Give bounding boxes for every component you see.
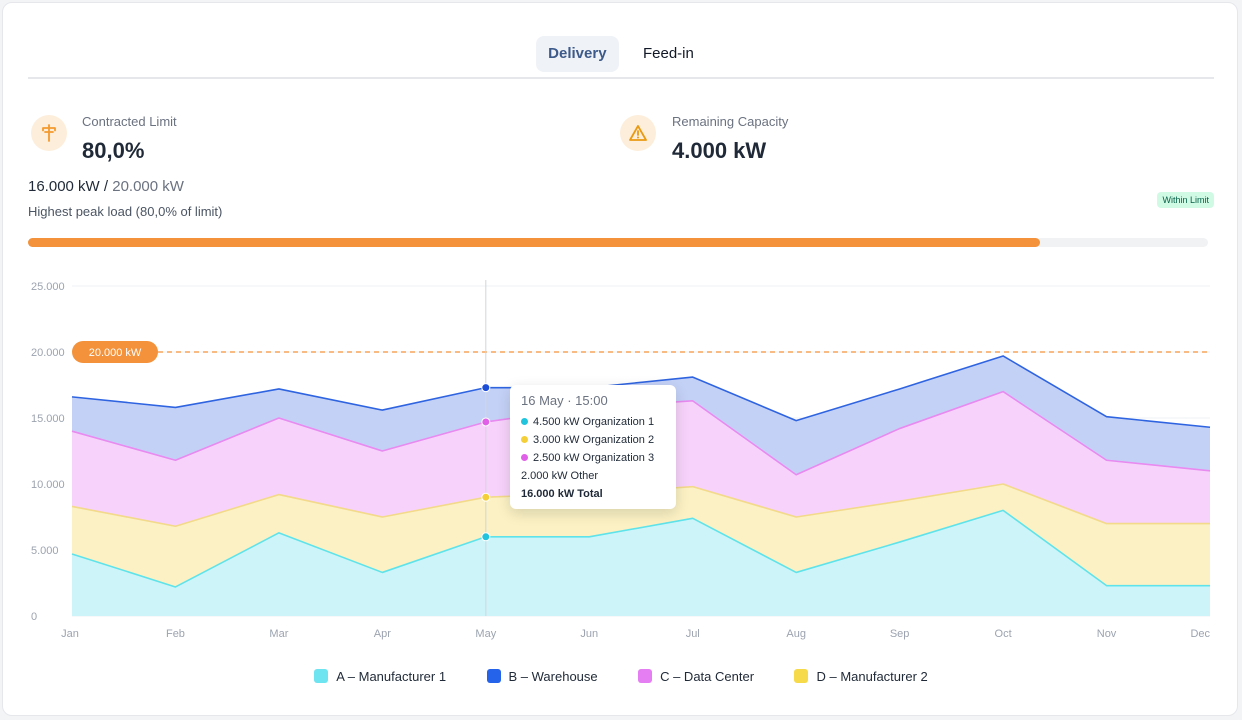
- tab-feed-in[interactable]: Feed-in: [642, 45, 694, 62]
- warning-icon: [620, 115, 656, 151]
- tab-bar: Delivery Feed-in: [0, 36, 1242, 72]
- x-tick-label: Feb: [166, 628, 185, 640]
- chart-legend: A – Manufacturer 1 B – Warehouse C – Dat…: [0, 668, 1242, 686]
- legend-item-a[interactable]: A – Manufacturer 1: [314, 669, 446, 684]
- legend-label: C – Data Center: [660, 669, 755, 684]
- hover-point: [481, 532, 491, 542]
- hover-point: [481, 383, 491, 393]
- x-tick-label: Jul: [686, 628, 700, 640]
- tooltip-dot: [521, 454, 528, 461]
- legend-swatch: [486, 669, 501, 683]
- legend-item-b[interactable]: B – Warehouse: [486, 669, 598, 684]
- tooltip-row: 4.500 kW Organization 1: [521, 413, 665, 431]
- series-line-b: [71, 355, 1211, 429]
- power-pole-icon: [31, 115, 67, 151]
- tooltip-row-text: 4.500 kW Organization 1: [533, 416, 655, 428]
- y-tick-label: 20.000: [31, 347, 65, 359]
- x-tick-label: May: [475, 628, 496, 640]
- x-tick-label: Aug: [786, 628, 806, 640]
- usage-summary: 16.000 kW / 20.000 kW: [28, 178, 184, 195]
- remaining-capacity-value: 4.000 kW: [672, 138, 767, 163]
- usage-progress-bar: [28, 238, 1208, 247]
- x-tick-label: Nov: [1097, 628, 1117, 640]
- y-tick-label: 10.000: [31, 479, 65, 491]
- tab-delivery[interactable]: Delivery: [536, 36, 619, 72]
- legend-item-c[interactable]: C – Data Center: [638, 669, 754, 684]
- tooltip-dot: [521, 436, 528, 443]
- series-line-a: [71, 509, 1210, 588]
- peak-load-note: Highest peak load (80,0% of limit): [28, 204, 223, 219]
- usage-separator: /: [99, 178, 113, 195]
- area-a: [72, 510, 1210, 616]
- y-tick-label: 25.000: [31, 281, 65, 293]
- tab-divider: [28, 77, 1214, 79]
- remaining-capacity-label: Remaining Capacity: [672, 114, 789, 129]
- limit-label-pill: [72, 341, 158, 363]
- x-tick-label: Oct: [995, 628, 1012, 640]
- legend-swatch: [794, 669, 809, 683]
- legend-swatch: [314, 669, 329, 683]
- chart-tooltip: 16 May · 15:00 4.500 kW Organization 1 3…: [510, 385, 676, 509]
- hover-point: [481, 492, 491, 502]
- usage-progress-fill: [28, 238, 1041, 247]
- status-badge: Within Limit: [1157, 192, 1214, 208]
- tooltip-other: 2.000 kW Other: [521, 470, 599, 482]
- current-load: 16.000 kW: [28, 178, 100, 195]
- legend-item-d[interactable]: D – Manufacturer 2: [794, 669, 928, 684]
- x-tick-label: Mar: [269, 628, 288, 640]
- legend-label: B – Warehouse: [508, 669, 598, 684]
- tooltip-row: 3.000 kW Organization 2: [521, 431, 665, 449]
- y-tick-label: 5.000: [31, 545, 59, 557]
- tooltip-title: 16 May · 15:00: [521, 393, 608, 408]
- y-tick-label: 15.000: [31, 413, 65, 425]
- load-limit: 20.000 kW: [112, 178, 184, 195]
- tooltip-row-text: 3.000 kW Organization 2: [533, 434, 655, 446]
- contracted-limit-value: 80,0%: [82, 138, 145, 163]
- tooltip-row-text: 2.500 kW Organization 3: [533, 452, 655, 464]
- tooltip-total: 16.000 kW Total: [521, 488, 603, 500]
- legend-swatch: [638, 669, 653, 683]
- contracted-limit-label: Contracted Limit: [82, 114, 177, 129]
- legend-label: A – Manufacturer 1: [336, 669, 447, 684]
- hover-point: [481, 417, 491, 427]
- x-tick-label: Sep: [890, 628, 910, 640]
- x-tick-label: Jun: [580, 628, 598, 640]
- legend-label: D – Manufacturer 2: [816, 669, 928, 684]
- x-tick-label: Jan: [61, 628, 79, 640]
- x-tick-label: Dec: [1190, 628, 1210, 640]
- tooltip-row: 2.500 kW Organization 3: [521, 449, 665, 467]
- limit-label: 20.000 kW: [89, 347, 142, 359]
- y-tick-label: 0: [31, 611, 37, 623]
- tooltip-dot: [521, 418, 528, 425]
- x-tick-label: Apr: [374, 628, 391, 640]
